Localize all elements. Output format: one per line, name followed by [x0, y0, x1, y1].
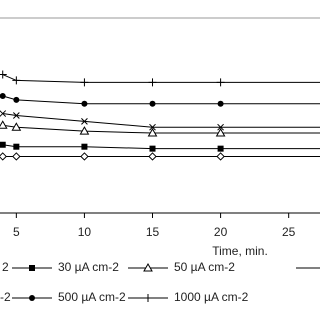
marker [79, 126, 90, 135]
marker [215, 128, 226, 137]
legend-marker [144, 294, 152, 302]
marker [13, 96, 20, 103]
marker [147, 128, 158, 137]
series-line [2, 144, 320, 150]
marker [12, 112, 20, 119]
series-line [2, 124, 320, 134]
marker [11, 122, 22, 131]
marker [0, 152, 7, 161]
marker [217, 100, 224, 107]
marker [149, 100, 156, 107]
marker [148, 78, 157, 87]
x-axis-title: Time, min. [212, 244, 268, 258]
marker [0, 120, 8, 129]
x-tick-label: 15 [146, 225, 160, 239]
marker [216, 78, 225, 87]
legend-label: 1000 µA cm-2 [174, 290, 249, 304]
marker [81, 143, 88, 150]
marker [217, 145, 224, 152]
legend-marker [143, 262, 153, 272]
x-tick-label: 10 [78, 225, 92, 239]
series-line [2, 113, 320, 128]
marker [0, 70, 7, 79]
marker [0, 141, 6, 148]
marker [81, 100, 88, 107]
legend-label: 500 µA cm-2 [58, 290, 126, 304]
marker [216, 152, 225, 161]
legend-fragment: 2 [2, 260, 9, 274]
x-tick-label: 5 [13, 225, 20, 239]
marker [80, 78, 89, 87]
x-tick-label: 25 [282, 225, 296, 239]
legend-label: 50 µA cm-2 [174, 260, 235, 274]
series-line [2, 74, 320, 83]
marker [0, 110, 7, 117]
marker [0, 93, 6, 99]
marker [13, 143, 20, 150]
series-line [2, 95, 320, 105]
plot-area [0, 70, 320, 161]
marker [149, 145, 156, 152]
legend-marker [29, 295, 35, 301]
legend-fragment: -2 [0, 290, 11, 304]
marker [80, 152, 89, 161]
marker [12, 152, 21, 161]
x-tick-label: 20 [214, 225, 228, 239]
marker [12, 76, 21, 85]
marker [81, 117, 88, 125]
legend-label: 30 µA cm-2 [58, 260, 119, 274]
marker [149, 123, 156, 131]
legend-marker [29, 265, 35, 271]
marker [148, 152, 157, 161]
marker [217, 123, 224, 131]
